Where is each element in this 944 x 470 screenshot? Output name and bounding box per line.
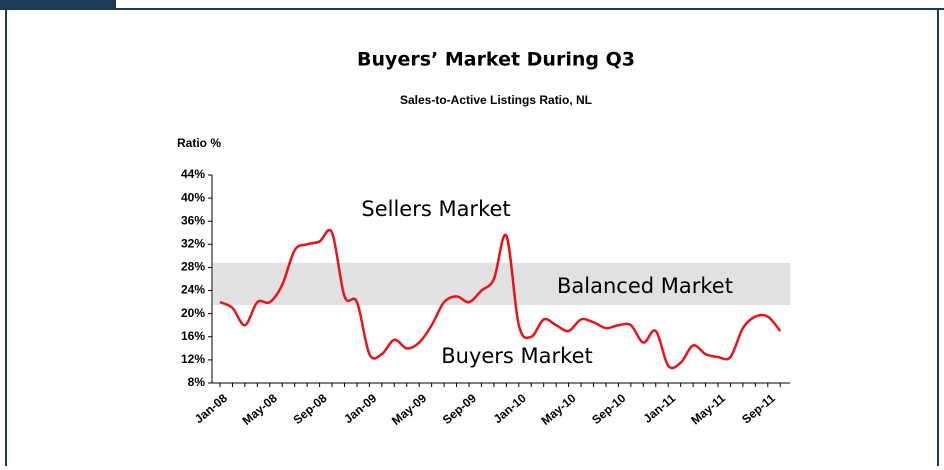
band-label: Balanced Market — [557, 274, 733, 298]
y-tick-label: 16% — [181, 329, 205, 343]
balanced-band — [213, 262, 790, 305]
x-tick-label: May-09 — [389, 391, 429, 428]
y-tick-label: 20% — [181, 306, 205, 320]
y-tick-label: 32% — [181, 237, 205, 251]
x-tick-label: Jan-08 — [192, 391, 230, 426]
x-tick-label: Sep-08 — [290, 391, 329, 427]
y-tick-label: 12% — [181, 352, 205, 366]
y-tick-label: 24% — [181, 283, 205, 297]
chart-subtitle: Sales-to-Active Listings Ratio, NL — [400, 93, 592, 107]
x-tick-label: Sep-10 — [589, 391, 628, 427]
y-tick-label: 8% — [188, 375, 206, 389]
chart-title: Buyers’ Market During Q3 — [357, 49, 635, 71]
y-tick-label: 40% — [181, 190, 205, 204]
y-tick-label: 44% — [181, 167, 205, 181]
y-tick-label: 36% — [181, 213, 205, 227]
x-tick-label: Jan-09 — [341, 391, 379, 426]
y-axis-label: Ratio % — [177, 136, 221, 150]
data-line — [219, 228, 782, 370]
x-tick-label: May-08 — [240, 391, 280, 428]
x-tick-label: May-11 — [688, 391, 728, 428]
annotation: Sellers Market — [361, 197, 510, 221]
x-tick-label: Sep-11 — [739, 391, 778, 427]
x-tick-label: Sep-09 — [440, 391, 479, 427]
x-tick-label: Jan-10 — [491, 391, 529, 426]
x-tick-label: Jan-11 — [641, 391, 679, 426]
corner-block — [0, 0, 116, 9]
annotation: Buyers Market — [441, 344, 593, 368]
y-tick-label: 28% — [181, 260, 205, 274]
x-tick-label: May-10 — [538, 391, 578, 428]
